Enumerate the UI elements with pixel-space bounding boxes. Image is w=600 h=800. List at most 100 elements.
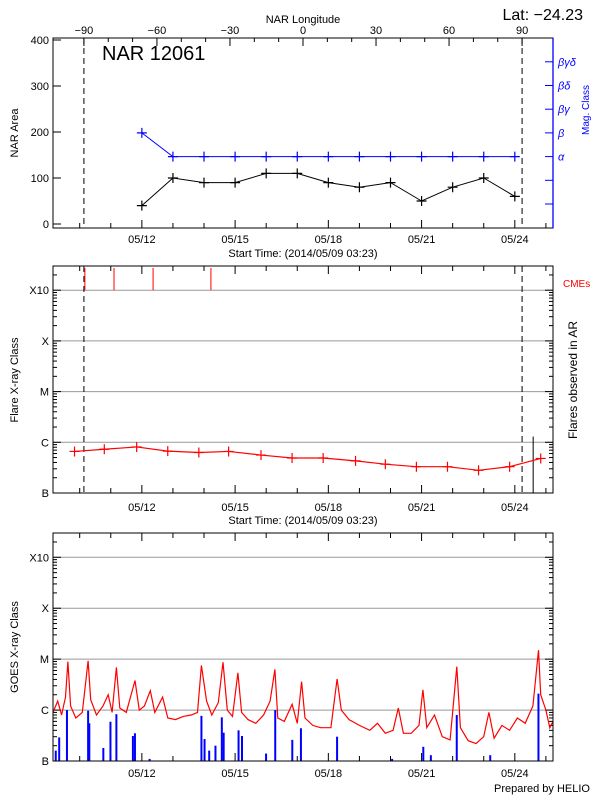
class-tick-label: B [42,488,49,500]
mag-class-point [509,151,520,162]
flare-class-axis-title: Flare X-ray Class [9,337,21,422]
class-tick-label: X [42,603,50,615]
x-tick-label: 05/21 [408,768,436,780]
nar-area-point [261,168,272,179]
latitude-label: Lat: −24.23 [502,7,583,24]
flare-background-point [535,453,546,464]
flare-background-point [99,444,110,455]
x-tick-label: 05/21 [408,234,436,246]
mag-class-point [447,151,458,162]
flare-background-point [442,461,453,472]
flare-background-point [255,450,266,461]
class-tick-label: X [42,336,50,348]
nar-area-panel: NAR Longitude NAR 12061 NAR Area Mag. Cl… [9,14,592,260]
nar-area-point [323,177,334,188]
mag-class-point [167,151,178,162]
nar-area-point [230,177,241,188]
class-tick-label: X10 [29,552,49,564]
longitude-tick-label: 0 [300,25,306,37]
nar-area-point [199,177,210,188]
credit-label: Prepared by HELIO [494,783,590,795]
nar-area-point [478,173,489,183]
mag-class-label: βγδ [557,57,577,69]
x-tick-label: 05/24 [501,234,529,246]
mag-class-label: βδ [557,81,571,93]
y-tick-label: 200 [31,127,49,139]
x-tick-label: 05/24 [501,768,529,780]
flares-observed-axis-title: Flares observed in AR [566,321,580,439]
x-tick-label: 05/24 [501,502,529,514]
nar-area-point [416,196,427,206]
mag-class-point [416,151,427,162]
mag-class-point [385,151,396,162]
y-tick-label: 0 [43,219,49,231]
mag-class-point [230,151,241,162]
x-tick-label: 05/12 [128,234,156,246]
x-tick-label: 05/15 [221,234,249,246]
region-title: NAR 12061 [102,43,205,65]
flare-background-point [131,441,142,452]
flare-background-point [411,461,422,472]
class-tick-label: M [40,654,49,666]
longitude-tick-label: −30 [221,25,240,37]
mag-class-label: βγ [557,104,571,116]
mag-class-point [354,151,365,162]
x-axis-title: Start Time: (2014/05/09 03:23) [228,248,377,260]
flare-background-point [162,446,173,457]
flare-background-point [350,455,361,466]
x-tick-label: 05/12 [128,768,156,780]
nar-area-axis-title: NAR Area [9,108,21,158]
class-tick-label: B [42,756,49,768]
goes-flux-line [52,650,554,745]
mag-class-point [261,151,272,162]
x-tick-label: 05/15 [221,502,249,514]
class-tick-label: X10 [29,285,49,297]
longitude-tick-label: −90 [75,25,94,37]
class-tick-label: C [41,705,49,717]
longitude-tick-label: 30 [370,25,382,37]
plot-frame [52,265,554,494]
flare-class-panel: Flare X-ray Class Flares observed in AR … [9,265,590,527]
nar-area-point [167,173,178,183]
flare-background-point [223,446,234,457]
y-tick-label: 400 [31,35,49,47]
nar-area-point [447,182,458,193]
x-tick-label: 05/18 [315,768,343,780]
mag-class-point [136,127,147,138]
mag-class-point [323,151,334,162]
plot-frame [52,532,554,762]
y-tick-label: 100 [31,173,49,185]
mag-class-axis-title: Mag. Class [581,85,592,135]
nar-area-point [136,200,147,211]
longitude-tick-label: −60 [148,25,167,37]
mag-class-point [478,151,489,162]
x-axis-title: Start Time: (2014/05/09 03:23) [228,515,377,527]
flare-background-point [504,461,515,472]
flare-background-point [380,459,391,470]
class-tick-label: C [41,437,49,449]
longitude-tick-label: 90 [516,25,528,37]
nar-area-point [509,191,520,202]
nar-area-point [385,177,396,188]
longitude-axis-title: NAR Longitude [266,14,341,26]
flare-background-point [473,465,484,476]
x-tick-label: 05/21 [408,502,436,514]
longitude-tick-label: 60 [443,25,455,37]
flare-background-point [287,453,298,464]
goes-class-axis-title: GOES X-ray Class [9,601,21,693]
mag-class-point [199,151,210,162]
cme-label: CMEs [563,279,590,290]
nar-area-point [354,182,365,193]
flare-background-point [69,446,80,457]
class-tick-label: M [40,387,49,399]
x-tick-label: 05/15 [221,768,249,780]
mag-class-point [292,151,303,162]
goes-panel: GOES X-ray Class B C M X X10 05/12 05/15 05/18 0… [9,532,554,780]
mag-class-label: α [558,152,565,164]
flare-background-point [193,447,204,458]
flare-background-line [74,446,541,471]
x-tick-label: 05/18 [315,502,343,514]
x-tick-label: 05/12 [128,502,156,514]
nar-area-point [292,168,303,179]
